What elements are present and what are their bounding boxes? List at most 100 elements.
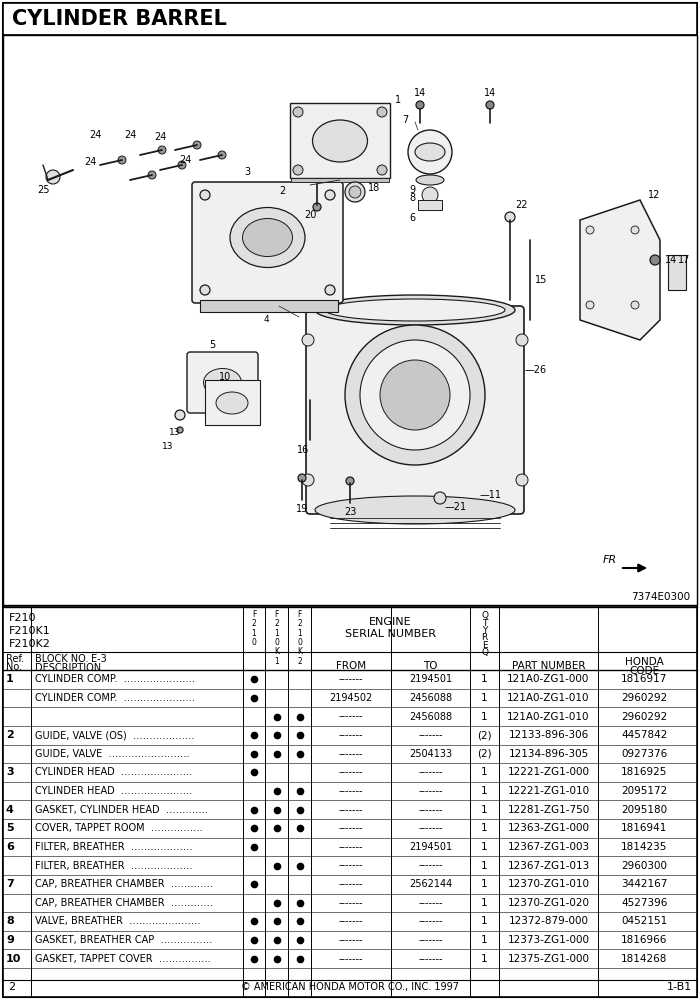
Text: 12221-ZG1-010: 12221-ZG1-010 [508,786,589,796]
FancyBboxPatch shape [418,200,442,210]
Text: 1: 1 [481,805,488,815]
Text: BLOCK NO.: BLOCK NO. [35,654,88,664]
Circle shape [118,156,126,164]
Text: F210: F210 [9,613,36,623]
Text: COVER, TAPPET ROOM  …………….: COVER, TAPPET ROOM ……………. [35,823,202,833]
Text: -------: ------- [339,954,363,964]
Circle shape [200,285,210,295]
Text: 1: 1 [481,879,488,889]
Text: 1-B1: 1-B1 [666,982,692,992]
Text: —26: —26 [525,365,547,375]
Text: 13: 13 [169,428,181,437]
Text: -------: ------- [339,916,363,926]
Text: (2): (2) [477,749,492,759]
Circle shape [377,107,387,117]
Circle shape [380,360,450,430]
Text: HONDA: HONDA [625,657,664,667]
Text: 2960292: 2960292 [622,712,668,722]
Text: 3442167: 3442167 [622,879,668,889]
Ellipse shape [315,496,515,524]
Circle shape [516,334,528,346]
Text: 12: 12 [648,190,660,200]
Text: 18: 18 [368,183,380,193]
Text: 12363-ZG1-000: 12363-ZG1-000 [508,823,589,833]
FancyBboxPatch shape [3,3,697,35]
Circle shape [408,130,452,174]
Text: 4: 4 [6,805,14,815]
Text: 1814268: 1814268 [622,954,668,964]
Circle shape [434,492,446,504]
Text: PART NUMBER: PART NUMBER [512,661,585,671]
Text: -------: ------- [339,767,363,777]
Text: 1: 1 [481,693,488,703]
Text: -------: ------- [339,749,363,759]
FancyBboxPatch shape [192,182,343,303]
Text: 1: 1 [481,861,488,871]
Text: CYLINDER HEAD  ………………….: CYLINDER HEAD …………………. [35,786,193,796]
Text: 1: 1 [6,674,14,684]
Text: 14: 14 [414,88,426,98]
Text: 6: 6 [409,213,415,223]
Ellipse shape [315,295,515,325]
Text: -------: ------- [419,786,442,796]
Text: 24: 24 [178,155,191,165]
Text: F
2
1
0
K
2: F 2 1 0 K 2 [297,610,302,666]
Text: 12221-ZG1-000: 12221-ZG1-000 [508,767,589,777]
FancyBboxPatch shape [290,103,390,178]
Circle shape [298,474,306,482]
Circle shape [293,165,303,175]
Text: -------: ------- [339,730,363,740]
Text: 2: 2 [279,186,285,196]
Text: 9: 9 [6,935,14,945]
Text: 2504133: 2504133 [409,749,452,759]
Text: 4: 4 [263,315,269,324]
Text: ENGINE: ENGINE [369,617,412,627]
Text: 15: 15 [535,275,547,285]
Text: 8: 8 [6,916,14,926]
Circle shape [516,474,528,486]
Text: FROM: FROM [336,661,366,671]
Text: 13: 13 [162,442,174,451]
Circle shape [346,477,354,485]
Text: 7374E0300: 7374E0300 [631,592,690,602]
Text: -------: ------- [339,861,363,871]
Text: -------: ------- [339,842,363,852]
Circle shape [175,410,185,420]
Text: 2095180: 2095180 [622,805,668,815]
Text: -------: ------- [339,805,363,815]
Text: 1: 1 [481,712,488,722]
Text: 12370-ZG1-010: 12370-ZG1-010 [508,879,589,889]
Text: TO: TO [424,661,438,671]
Circle shape [486,101,494,109]
Text: -------: ------- [339,674,363,684]
Circle shape [302,334,314,346]
Text: 17: 17 [678,255,690,265]
Circle shape [313,203,321,211]
Text: FILTER, BREATHER  ……………….: FILTER, BREATHER ………………. [35,861,193,871]
Text: 12367-ZG1-013: 12367-ZG1-013 [508,861,589,871]
Text: -------: ------- [419,935,442,945]
Text: 24: 24 [85,157,97,167]
Text: -------: ------- [419,916,442,926]
Text: GASKET, TAPPET COVER  …………….: GASKET, TAPPET COVER ……………. [35,954,211,964]
Text: -------: ------- [339,879,363,889]
Text: CYLINDER COMP.  ………………….: CYLINDER COMP. …………………. [35,693,195,703]
Text: -------: ------- [419,898,442,908]
Text: FR: FR [603,555,617,565]
Circle shape [586,226,594,234]
Ellipse shape [415,143,445,161]
Circle shape [177,427,183,433]
Ellipse shape [216,392,248,414]
Text: 1: 1 [481,842,488,852]
FancyBboxPatch shape [187,352,258,413]
Text: 2: 2 [6,730,14,740]
Circle shape [218,151,226,159]
Circle shape [148,171,156,179]
Text: 2456088: 2456088 [409,712,452,722]
Ellipse shape [230,208,305,267]
Text: 2194502: 2194502 [330,693,372,703]
Ellipse shape [416,175,444,185]
FancyBboxPatch shape [3,35,697,605]
Text: 1814235: 1814235 [622,842,668,852]
Text: 5: 5 [6,823,13,833]
